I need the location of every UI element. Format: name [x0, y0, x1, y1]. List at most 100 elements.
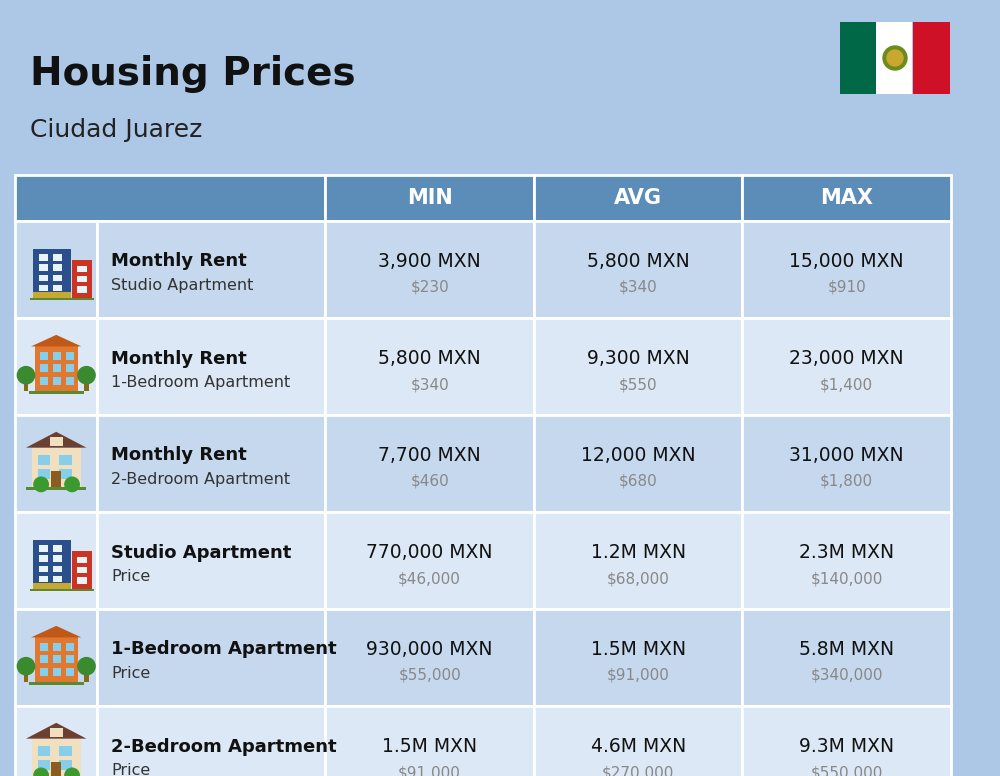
- FancyBboxPatch shape: [77, 557, 87, 563]
- Circle shape: [34, 477, 48, 491]
- FancyBboxPatch shape: [53, 556, 62, 562]
- FancyBboxPatch shape: [51, 762, 61, 776]
- FancyBboxPatch shape: [84, 669, 89, 682]
- Text: 930,000 MXN: 930,000 MXN: [366, 640, 493, 659]
- FancyBboxPatch shape: [33, 292, 71, 297]
- Text: 1.2M MXN: 1.2M MXN: [591, 543, 686, 562]
- FancyBboxPatch shape: [72, 260, 92, 297]
- Text: 2.3M MXN: 2.3M MXN: [799, 543, 894, 562]
- Text: $55,000: $55,000: [398, 668, 461, 683]
- Circle shape: [78, 657, 95, 675]
- Text: Ciudad Juarez: Ciudad Juarez: [30, 118, 202, 142]
- FancyBboxPatch shape: [325, 706, 534, 776]
- Text: Studio Apartment: Studio Apartment: [111, 278, 254, 293]
- Text: $46,000: $46,000: [398, 571, 461, 586]
- FancyBboxPatch shape: [53, 643, 61, 651]
- FancyBboxPatch shape: [29, 391, 84, 394]
- FancyBboxPatch shape: [40, 352, 48, 360]
- FancyBboxPatch shape: [71, 588, 94, 591]
- FancyBboxPatch shape: [39, 275, 48, 281]
- FancyBboxPatch shape: [742, 609, 951, 706]
- Polygon shape: [26, 431, 86, 448]
- FancyBboxPatch shape: [325, 415, 534, 512]
- Polygon shape: [31, 626, 81, 637]
- Text: Price: Price: [111, 763, 151, 776]
- FancyBboxPatch shape: [32, 448, 81, 487]
- Text: Monthly Rent: Monthly Rent: [111, 252, 247, 271]
- FancyBboxPatch shape: [66, 643, 74, 651]
- Text: 2-Bedroom Apartment: 2-Bedroom Apartment: [111, 737, 337, 756]
- FancyBboxPatch shape: [97, 706, 325, 776]
- FancyBboxPatch shape: [77, 567, 87, 573]
- FancyBboxPatch shape: [50, 437, 63, 445]
- FancyBboxPatch shape: [15, 512, 97, 609]
- Text: $550,000: $550,000: [811, 765, 883, 776]
- Text: 3,900 MXN: 3,900 MXN: [378, 252, 481, 271]
- Text: 31,000 MXN: 31,000 MXN: [789, 446, 904, 465]
- FancyBboxPatch shape: [53, 352, 61, 360]
- FancyBboxPatch shape: [742, 318, 951, 415]
- FancyBboxPatch shape: [50, 728, 63, 736]
- Text: $910: $910: [827, 280, 866, 295]
- FancyBboxPatch shape: [742, 512, 951, 609]
- Text: 9.3M MXN: 9.3M MXN: [799, 737, 894, 756]
- Text: $340,000: $340,000: [811, 668, 883, 683]
- FancyBboxPatch shape: [97, 415, 325, 512]
- Text: 9,300 MXN: 9,300 MXN: [587, 349, 690, 368]
- Text: AVG: AVG: [614, 188, 662, 208]
- Text: $91,000: $91,000: [607, 668, 670, 683]
- FancyBboxPatch shape: [51, 472, 61, 487]
- FancyBboxPatch shape: [24, 669, 28, 682]
- FancyBboxPatch shape: [30, 588, 74, 591]
- FancyBboxPatch shape: [40, 656, 48, 663]
- Text: $340: $340: [410, 377, 449, 392]
- FancyBboxPatch shape: [39, 556, 48, 562]
- Circle shape: [887, 50, 903, 66]
- Text: Monthly Rent: Monthly Rent: [111, 446, 247, 465]
- FancyBboxPatch shape: [24, 378, 28, 391]
- FancyBboxPatch shape: [53, 546, 62, 552]
- FancyBboxPatch shape: [15, 175, 325, 221]
- Text: Monthly Rent: Monthly Rent: [111, 349, 247, 368]
- Polygon shape: [26, 722, 86, 739]
- Text: 4.6M MXN: 4.6M MXN: [591, 737, 686, 756]
- FancyBboxPatch shape: [72, 551, 92, 588]
- FancyBboxPatch shape: [53, 656, 61, 663]
- FancyBboxPatch shape: [876, 22, 912, 94]
- Text: 1.5M MXN: 1.5M MXN: [591, 640, 686, 659]
- FancyBboxPatch shape: [534, 512, 742, 609]
- FancyBboxPatch shape: [59, 455, 72, 465]
- FancyBboxPatch shape: [33, 583, 71, 588]
- FancyBboxPatch shape: [53, 255, 62, 261]
- Text: 1-Bedroom Apartment: 1-Bedroom Apartment: [111, 640, 337, 659]
- Text: $1,800: $1,800: [820, 474, 873, 489]
- FancyBboxPatch shape: [66, 656, 74, 663]
- FancyBboxPatch shape: [40, 643, 48, 651]
- FancyBboxPatch shape: [40, 376, 48, 385]
- Text: 15,000 MXN: 15,000 MXN: [789, 252, 904, 271]
- FancyBboxPatch shape: [840, 22, 876, 94]
- FancyBboxPatch shape: [534, 221, 742, 318]
- FancyBboxPatch shape: [35, 637, 78, 682]
- Text: 5,800 MXN: 5,800 MXN: [378, 349, 481, 368]
- FancyBboxPatch shape: [534, 175, 742, 221]
- FancyBboxPatch shape: [97, 221, 325, 318]
- Text: $1,400: $1,400: [820, 377, 873, 392]
- FancyBboxPatch shape: [84, 378, 89, 391]
- FancyBboxPatch shape: [66, 667, 74, 676]
- FancyBboxPatch shape: [38, 746, 50, 756]
- FancyBboxPatch shape: [15, 706, 97, 776]
- FancyBboxPatch shape: [77, 286, 87, 293]
- Text: Housing Prices: Housing Prices: [30, 55, 356, 93]
- FancyBboxPatch shape: [97, 512, 325, 609]
- FancyBboxPatch shape: [66, 376, 74, 385]
- FancyBboxPatch shape: [29, 682, 84, 685]
- FancyBboxPatch shape: [40, 667, 48, 676]
- Circle shape: [34, 768, 48, 776]
- Text: 770,000 MXN: 770,000 MXN: [366, 543, 493, 562]
- Text: $140,000: $140,000: [811, 571, 883, 586]
- Text: 23,000 MXN: 23,000 MXN: [789, 349, 904, 368]
- Text: $91,000: $91,000: [398, 765, 461, 776]
- FancyBboxPatch shape: [39, 566, 48, 572]
- Circle shape: [78, 366, 95, 384]
